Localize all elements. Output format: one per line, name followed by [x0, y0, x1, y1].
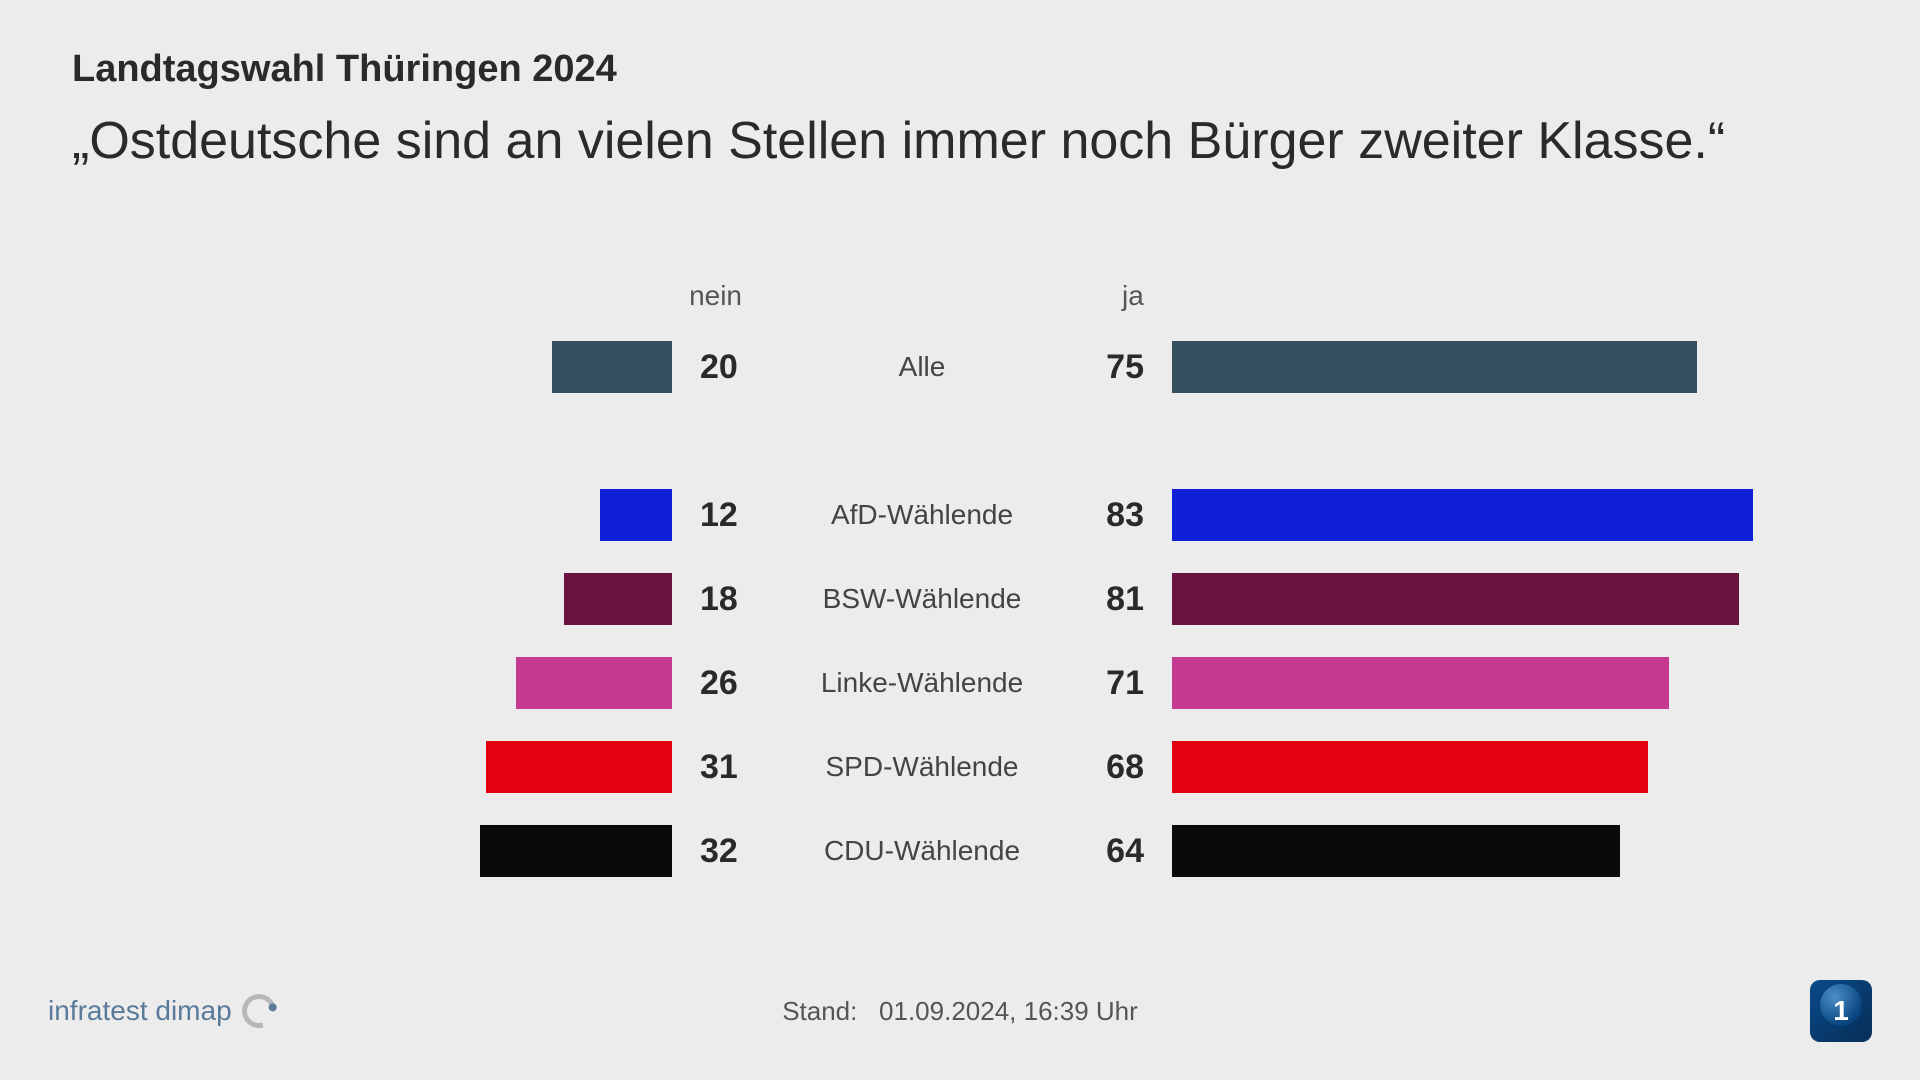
left-side: 20	[72, 341, 782, 393]
right-bar	[1172, 741, 1648, 793]
left-side: 18	[72, 573, 782, 625]
infratest-dimap-icon	[235, 988, 281, 1034]
right-bar-track	[1172, 341, 1848, 393]
column-headers: nein ja	[72, 280, 1848, 320]
left-bar	[552, 341, 672, 393]
chart-row: 32CDU-Wählende64	[72, 816, 1848, 886]
right-value: 68	[1062, 748, 1172, 787]
diverging-bar-chart: nein ja 20Alle75 12AfD-Wählende83 18BSW-Wä…	[0, 280, 1920, 900]
left-bar	[600, 489, 672, 541]
right-value: 71	[1062, 664, 1172, 703]
right-side: 64	[1062, 825, 1848, 877]
source-text: infratest dimap	[48, 995, 232, 1027]
right-side: 81	[1062, 573, 1848, 625]
row-label: Linke-Wählende	[782, 667, 1062, 699]
right-side: 75	[1062, 341, 1848, 393]
right-bar-track	[1172, 825, 1848, 877]
source-attribution: infratest dimap	[48, 994, 276, 1028]
left-side: 31	[72, 741, 782, 793]
timestamp: Stand: 01.09.2024, 16:39 Uhr	[782, 996, 1138, 1027]
left-bar-track	[72, 341, 672, 393]
right-side: 68	[1062, 741, 1848, 793]
chart-row: 12AfD-Wählende83	[72, 480, 1848, 550]
right-bar-track	[1172, 489, 1848, 541]
left-value: 32	[672, 832, 782, 871]
left-value: 31	[672, 748, 782, 787]
right-side: 83	[1062, 489, 1848, 541]
left-value: 26	[672, 664, 782, 703]
left-value: 12	[672, 496, 782, 535]
left-side: 12	[72, 489, 782, 541]
timestamp-value: 01.09.2024, 16:39 Uhr	[879, 996, 1138, 1026]
left-side: 32	[72, 825, 782, 877]
left-bar	[564, 573, 672, 625]
left-bar-track	[72, 741, 672, 793]
row-label: SPD-Wählende	[782, 751, 1062, 783]
left-side: 26	[72, 657, 782, 709]
right-side: 71	[1062, 657, 1848, 709]
right-value: 81	[1062, 580, 1172, 619]
right-bar-track	[1172, 573, 1848, 625]
right-bar	[1172, 657, 1669, 709]
footer: infratest dimap Stand: 01.09.2024, 16:39…	[0, 980, 1920, 1042]
left-bar-track	[72, 657, 672, 709]
left-value: 18	[672, 580, 782, 619]
right-value: 64	[1062, 832, 1172, 871]
timestamp-prefix: Stand:	[782, 996, 857, 1026]
chart-row: 31SPD-Wählende68	[72, 732, 1848, 802]
left-bar-track	[72, 489, 672, 541]
right-bar	[1172, 825, 1620, 877]
left-column-header: nein	[689, 280, 742, 312]
chart-row: 20Alle75	[72, 332, 1848, 402]
right-bar-track	[1172, 741, 1848, 793]
row-label: Alle	[782, 351, 1062, 383]
left-bar	[486, 741, 672, 793]
left-bar-track	[72, 573, 672, 625]
chart-row: 18BSW-Wählende81	[72, 564, 1848, 634]
left-bar	[516, 657, 672, 709]
right-column-header: ja	[1122, 280, 1144, 312]
chart-title: „Ostdeutsche sind an vielen Stellen imme…	[72, 109, 1848, 174]
pretitle: Landtagswahl Thüringen 2024	[72, 48, 1848, 91]
row-label: CDU-Wählende	[782, 835, 1062, 867]
right-bar-track	[1172, 657, 1848, 709]
header: Landtagswahl Thüringen 2024 „Ostdeutsche…	[0, 0, 1920, 174]
broadcaster-logo-icon: 1	[1810, 980, 1872, 1042]
row-label: BSW-Wählende	[782, 583, 1062, 615]
right-value: 75	[1062, 348, 1172, 387]
left-bar	[480, 825, 672, 877]
group-spacer	[72, 416, 1848, 466]
right-bar	[1172, 489, 1753, 541]
broadcaster-glyph: 1	[1833, 995, 1849, 1027]
chart-row: 26Linke-Wählende71	[72, 648, 1848, 718]
right-bar	[1172, 573, 1739, 625]
left-bar-track	[72, 825, 672, 877]
row-label: AfD-Wählende	[782, 499, 1062, 531]
left-value: 20	[672, 348, 782, 387]
right-bar	[1172, 341, 1697, 393]
right-value: 83	[1062, 496, 1172, 535]
